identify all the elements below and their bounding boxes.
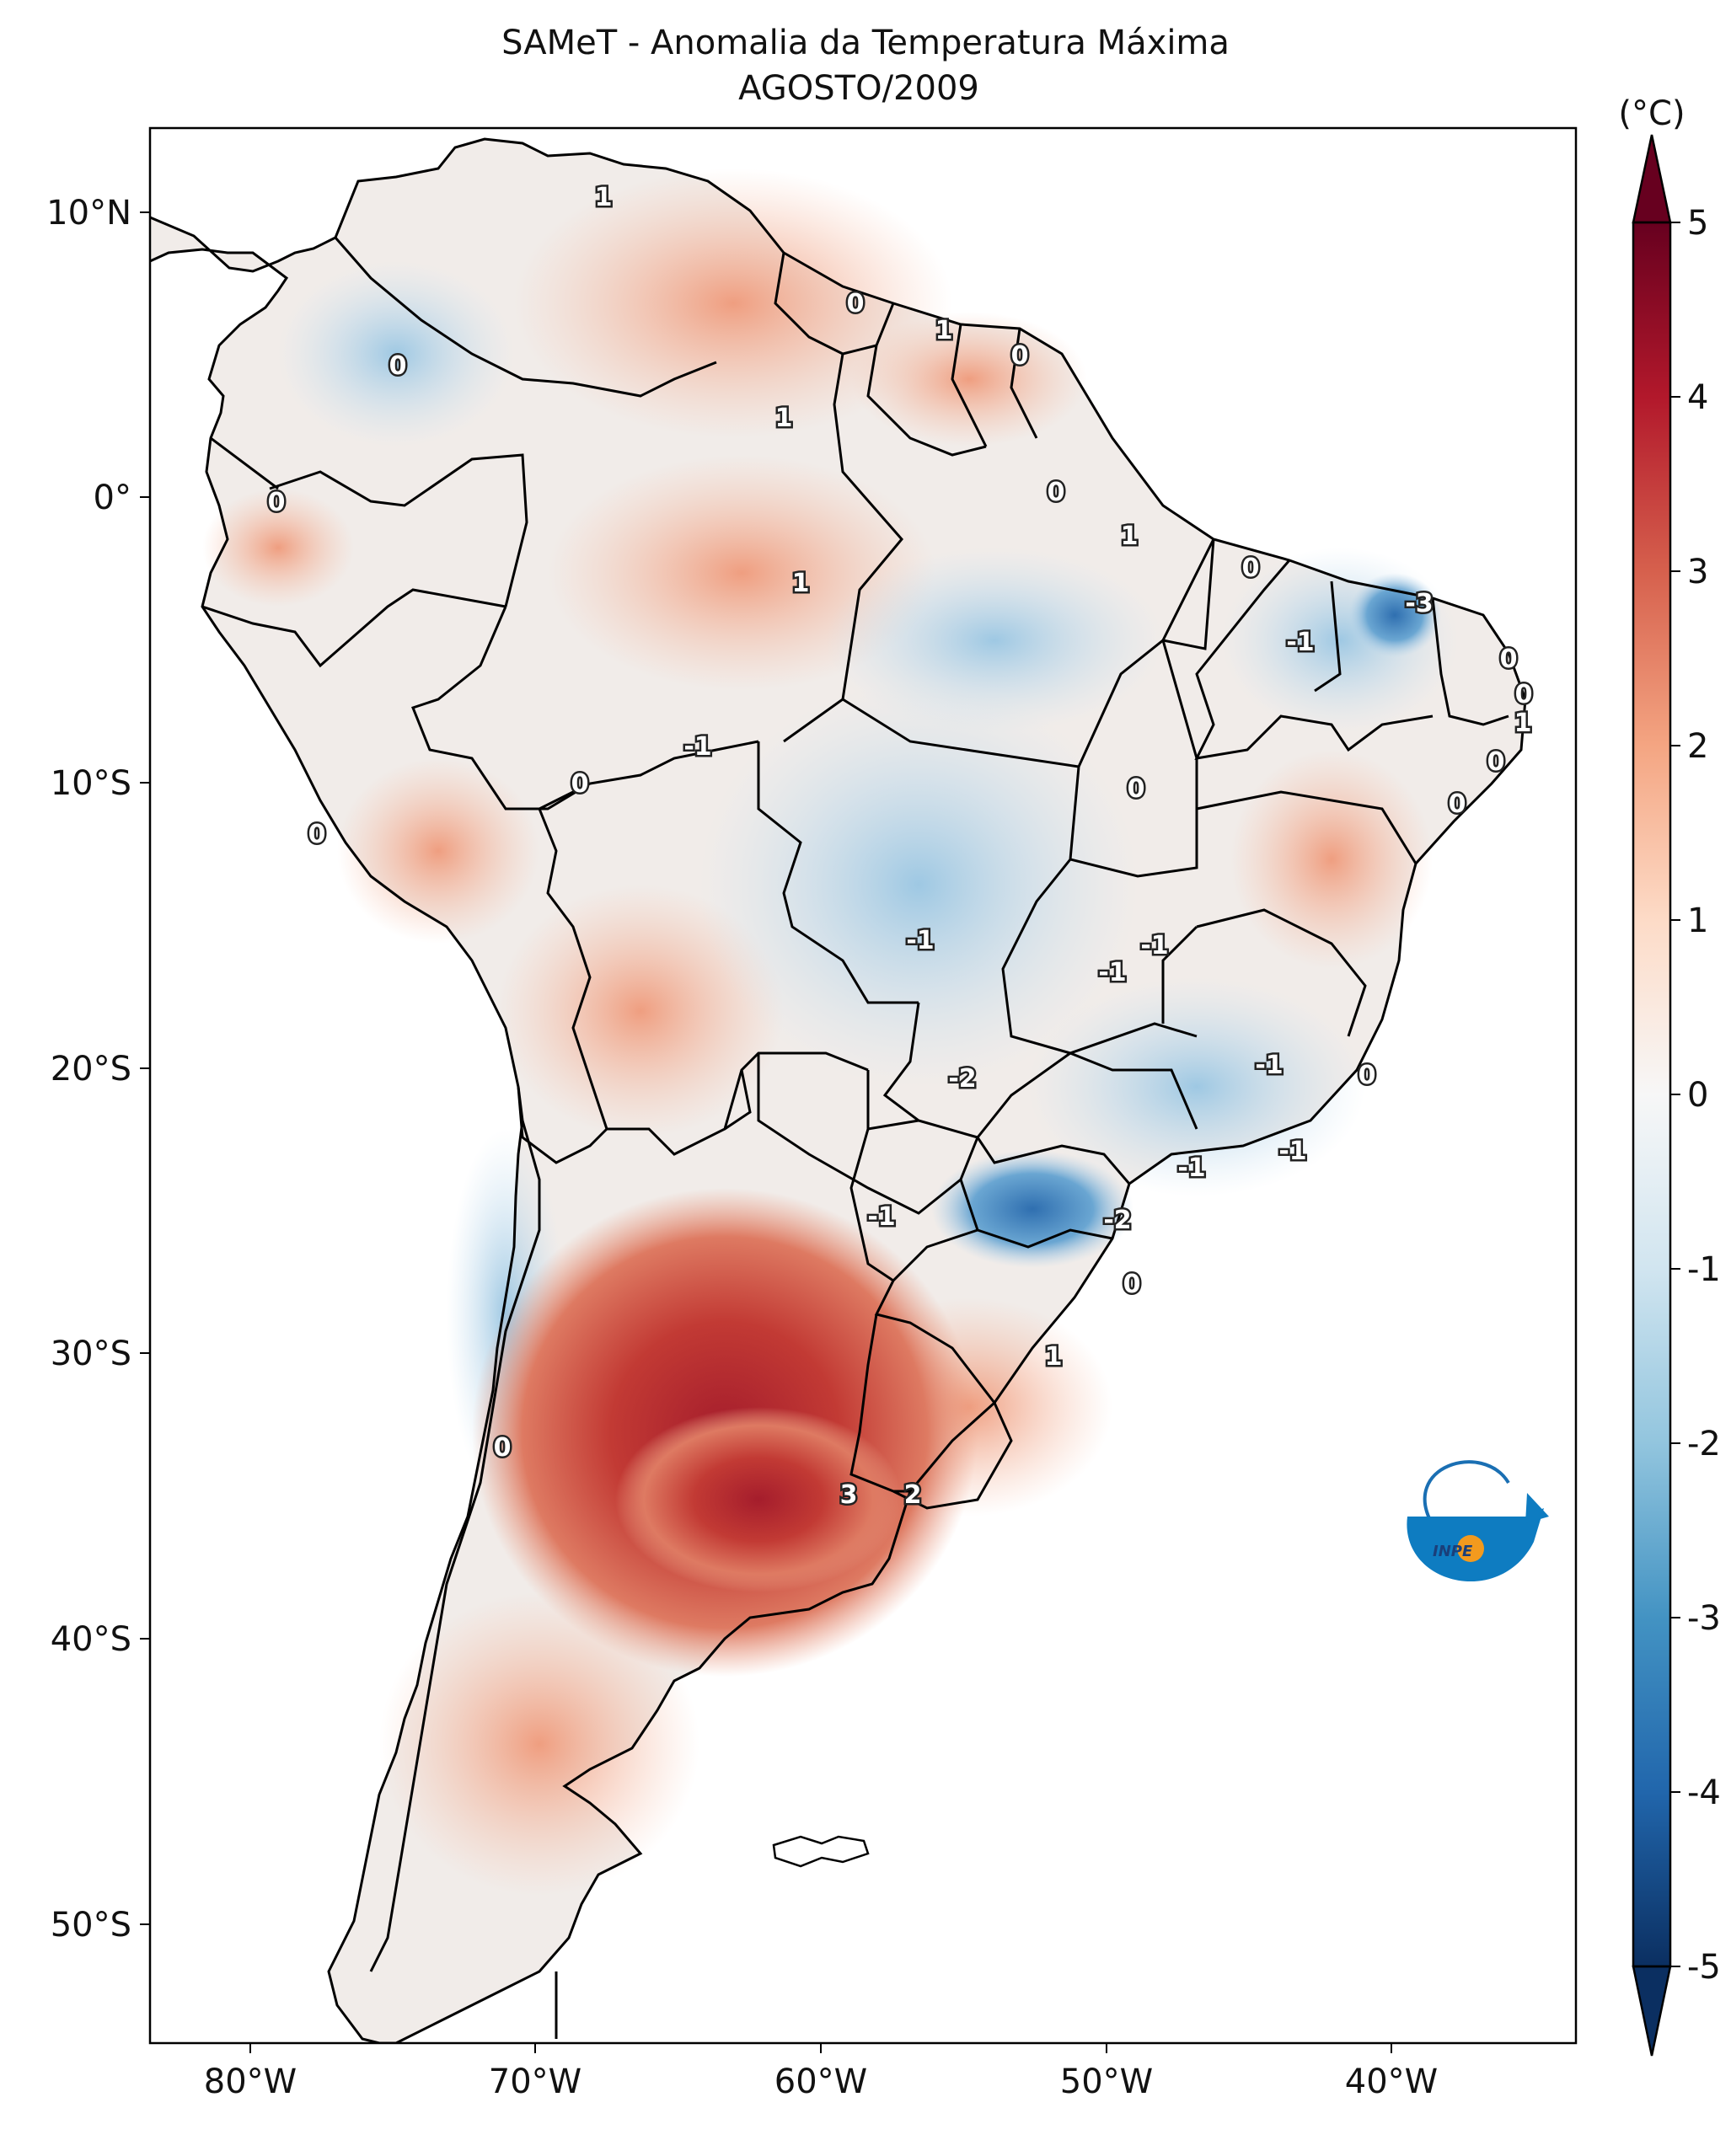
contour-label: 1 bbox=[775, 404, 793, 433]
country-borders bbox=[150, 137, 1527, 2043]
falkland-islands bbox=[772, 1835, 870, 1868]
map-title: SAMeT - Anomalia da Temperatura Máxima bbox=[501, 24, 1230, 62]
contour-label: -1 bbox=[867, 1202, 895, 1232]
lat-label-10s: 10°S bbox=[51, 764, 131, 803]
contour-label: 1 bbox=[1045, 1342, 1063, 1372]
contour-label: -3 bbox=[1405, 589, 1433, 618]
contour-label: 1 bbox=[1514, 709, 1532, 738]
cool-anomaly-central-brazil bbox=[699, 682, 1138, 1087]
warm-anomaly-guiana bbox=[851, 312, 1087, 447]
lat-label-0: 0° bbox=[94, 479, 131, 517]
colorbar-unit: (°C) bbox=[1618, 94, 1685, 133]
contour-label: -1 bbox=[906, 926, 934, 955]
warm-anomaly-peru bbox=[337, 758, 539, 944]
contour-label: 0 bbox=[1500, 645, 1518, 674]
contour-label: 0 bbox=[1128, 774, 1145, 804]
colorbar-tick-label: 0 bbox=[1687, 1076, 1708, 1115]
lon-label-80w: 80°W bbox=[204, 2062, 297, 2101]
contour-label: 0 bbox=[1359, 1061, 1376, 1090]
colorbar-tick-label: 3 bbox=[1687, 553, 1708, 591]
south-america-landmass bbox=[150, 139, 1525, 2043]
hot-anomaly-buenos-aires bbox=[615, 1407, 902, 1592]
colorbar: (°C) bbox=[1618, 94, 1685, 2057]
contour-label: 1 bbox=[595, 183, 613, 212]
colorbar-tick-label: 2 bbox=[1687, 727, 1708, 766]
contour-label: 0 bbox=[1242, 554, 1260, 583]
lon-label-40w: 40°W bbox=[1345, 2062, 1438, 2101]
svg-text:INPE: INPE bbox=[1433, 1543, 1473, 1560]
temperature-field bbox=[150, 137, 1527, 2043]
colorbar-tick-label: -3 bbox=[1687, 1599, 1721, 1638]
contour-label: 1 bbox=[935, 316, 953, 345]
colorbar-tick-label: 4 bbox=[1687, 378, 1708, 417]
contour-label: -1 bbox=[1098, 958, 1126, 987]
cool-anomaly-southeast bbox=[1028, 977, 1365, 1196]
contour-label: -2 bbox=[948, 1064, 976, 1094]
contour-label: -2 bbox=[1103, 1206, 1131, 1235]
contour-label: 0 bbox=[268, 488, 286, 517]
contour-label: 2 bbox=[904, 1480, 922, 1510]
contour-label: 0 bbox=[308, 820, 326, 849]
contour-label: 0 bbox=[389, 351, 407, 381]
latitude-axis: 10°N 0° 10°S 20°S 30°S 40°S 50°S bbox=[46, 194, 150, 1945]
lon-label-70w: 70°W bbox=[489, 2062, 581, 2101]
contour-label: 3 bbox=[840, 1480, 858, 1510]
cool-anomaly-colombia bbox=[278, 261, 514, 447]
contour-label: -1 bbox=[1255, 1051, 1283, 1080]
lat-label-40s: 40°S bbox=[51, 1620, 131, 1659]
contour-label: 1 bbox=[1121, 522, 1139, 551]
lon-label-50w: 50°W bbox=[1060, 2062, 1153, 2101]
contour-labels: 1 0 1 0 0 1 0 1 1 0 1 0 -3 -1 0 0 1 -1 0… bbox=[265, 181, 1535, 1512]
colorbar-tick-label: -2 bbox=[1687, 1425, 1721, 1463]
contour-label: 0 bbox=[1011, 341, 1029, 371]
longitude-axis: 80°W 70°W 60°W 50°W 40°W bbox=[204, 2043, 1438, 2101]
inpe-logo: INPE bbox=[1407, 1460, 1549, 1582]
colorbar-gradient bbox=[1633, 222, 1670, 1966]
colorbar-tick-label: -5 bbox=[1687, 1948, 1721, 1987]
colorbar-tick-label: 1 bbox=[1687, 901, 1708, 940]
contour-label: -1 bbox=[1286, 628, 1314, 657]
contour-label: 0 bbox=[1449, 789, 1466, 819]
lat-label-20s: 20°S bbox=[51, 1050, 131, 1089]
contour-label: 0 bbox=[494, 1433, 512, 1463]
contour-label: -1 bbox=[1177, 1153, 1205, 1183]
map-subtitle: AGOSTO/2009 bbox=[738, 69, 979, 108]
colorbar-tick-label: -4 bbox=[1687, 1773, 1721, 1812]
colorbar-extend-max bbox=[1632, 134, 1672, 224]
contour-label: 0 bbox=[1048, 478, 1065, 507]
lon-label-60w: 60°W bbox=[774, 2062, 867, 2101]
contour-label: -1 bbox=[1278, 1137, 1306, 1166]
contour-label: -1 bbox=[1140, 931, 1168, 960]
warm-anomaly-ecuador bbox=[202, 489, 354, 607]
contour-label: 0 bbox=[1123, 1270, 1141, 1299]
contour-label: 1 bbox=[792, 569, 810, 598]
lat-label-10n: 10°N bbox=[46, 194, 131, 233]
warm-anomaly-patagonia bbox=[379, 1592, 699, 1896]
lat-label-50s: 50°S bbox=[51, 1906, 131, 1945]
contour-label: 0 bbox=[571, 769, 589, 799]
contour-label: 0 bbox=[1515, 680, 1533, 709]
contour-label: 0 bbox=[847, 289, 865, 318]
colorbar-tick-label: 5 bbox=[1687, 204, 1708, 243]
lat-label-30s: 30°S bbox=[51, 1335, 131, 1373]
colorbar-tick-label: -1 bbox=[1687, 1250, 1721, 1289]
map-frame bbox=[148, 126, 1578, 2045]
contour-label: 0 bbox=[1487, 747, 1505, 777]
cold-anomaly-parana bbox=[931, 1150, 1133, 1268]
warm-anomaly-north bbox=[514, 169, 952, 438]
contour-label: -1 bbox=[683, 732, 711, 762]
cool-anomaly-para bbox=[826, 548, 1163, 733]
colorbar-ticks: 5 4 3 2 1 0 -1 -2 -3 -4 -5 bbox=[1670, 204, 1721, 1987]
colorbar-extend-min bbox=[1632, 1965, 1672, 2057]
warm-anomaly-bahia bbox=[1230, 750, 1433, 969]
